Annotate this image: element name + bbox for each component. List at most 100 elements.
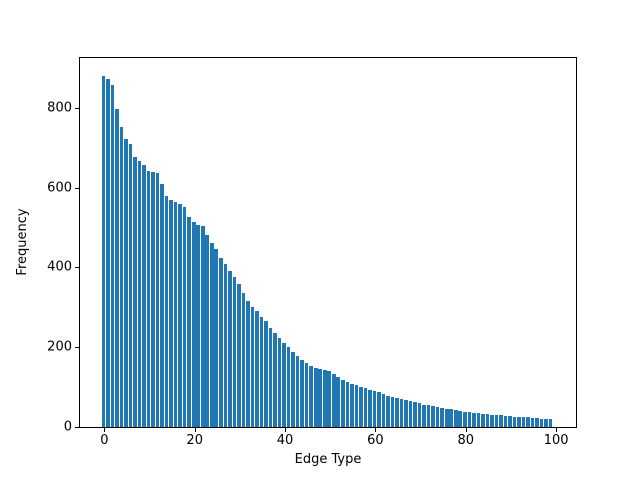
bar [408,401,413,427]
bar [341,379,345,427]
bar [395,398,399,427]
bar [368,389,372,427]
bar [110,84,115,427]
bar [499,415,503,427]
x-tick-label: 100 [543,433,569,448]
bar [467,412,472,427]
plot-area [79,57,577,428]
bar [440,407,444,427]
bar [377,392,381,427]
bar [417,403,422,427]
x-tick-mark [285,427,287,432]
bar [363,388,368,427]
bar [219,257,223,427]
bar [223,263,228,427]
bar [246,300,250,427]
bar [164,195,169,427]
bar [444,408,449,427]
bar [106,79,110,427]
bar [535,418,539,427]
bar [426,405,431,427]
bar [250,306,255,427]
bar [282,343,286,427]
bar [422,404,426,427]
bar [295,356,300,427]
bar [327,371,332,427]
bar [386,395,390,427]
bar [173,202,178,427]
bar [539,418,544,427]
bar [449,409,454,427]
bar [142,164,146,427]
bar [237,284,241,427]
bar [232,277,237,427]
y-tick-mark [75,347,80,349]
bar [119,126,124,427]
bar [178,203,182,427]
y-tick-mark [75,427,80,428]
bar [196,225,201,427]
bar [359,387,363,427]
bar [137,160,142,427]
bar [322,369,327,427]
bar [151,171,155,427]
bar [404,400,408,427]
bar [291,352,295,427]
x-axis-label: Edge Type [294,452,362,467]
y-axis-label: Frequency [15,208,30,276]
bar [124,138,128,427]
bar [169,200,173,427]
bar [485,414,490,427]
bar [241,292,246,427]
bar [304,363,309,427]
bar [548,419,553,427]
bar [508,416,512,427]
y-tick-mark [75,187,80,189]
bar [517,416,521,427]
bar [350,383,354,427]
bar [390,396,395,427]
bar [345,381,350,427]
bar [490,414,494,427]
y-tick-label: 600 [47,180,72,196]
bar [191,222,196,427]
bar [521,417,526,427]
bar [268,328,273,427]
bar [530,417,535,427]
x-tick-label: 60 [367,433,384,448]
x-tick-label: 0 [100,433,109,448]
y-tick-mark [75,267,80,269]
bar [128,143,133,427]
x-tick-mark [556,427,558,432]
bar [187,216,191,427]
x-tick-label: 20 [186,433,203,448]
bar [182,207,187,427]
y-tick-label: 200 [47,339,72,355]
bars-container [80,58,576,427]
bar [228,270,232,427]
bar [544,418,548,427]
bar [209,243,214,427]
y-tick-label: 400 [47,259,72,275]
bar [481,413,485,427]
bar [354,385,359,427]
bar [300,359,304,427]
y-tick-mark [75,107,80,109]
bar [255,311,259,427]
x-tick-mark [194,427,196,432]
bar [453,410,458,427]
bar [472,413,476,427]
bar [381,393,386,427]
x-tick-mark [104,427,106,432]
bar [435,407,440,427]
bar [277,338,282,427]
bar [101,75,106,427]
bar [458,410,463,427]
bar [146,170,151,427]
bar [331,373,336,427]
bar [133,156,137,427]
bar [259,317,264,427]
bar [494,415,499,427]
bar [273,333,277,427]
